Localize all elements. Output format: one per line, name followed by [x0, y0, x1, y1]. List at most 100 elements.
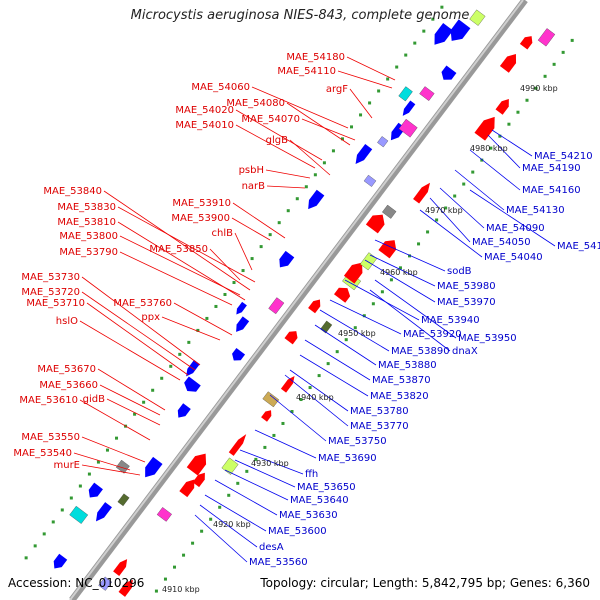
right-gene-label: MAE_53920	[403, 329, 462, 340]
right-gene-label: MAE_53880	[378, 360, 437, 371]
gene-box	[419, 86, 435, 101]
leader-line	[439, 187, 485, 229]
left-gene-label: hslO	[56, 316, 78, 327]
left-gene-label: MAE_54110	[277, 66, 336, 77]
gc-dot	[386, 77, 390, 81]
right-gene-label: MAE_54190	[522, 163, 581, 174]
right-gene-label: MAE_53980	[437, 281, 496, 292]
gc-dot	[163, 577, 167, 581]
gc-dot	[462, 182, 466, 186]
gene-arrow	[95, 502, 112, 522]
leader-line	[301, 118, 356, 141]
left-gene-label: argF	[326, 84, 348, 95]
right-gene-label: MAE_54130	[506, 205, 565, 216]
gene-feature	[236, 316, 250, 332]
scale-marks: 4910 kbp 4920 kbp 4930 kbp 4940 kbp 4950 kbp…	[162, 84, 558, 594]
gene-arrow	[228, 434, 247, 456]
leader-line	[269, 394, 327, 442]
leader-line	[86, 302, 189, 376]
leader-line	[419, 209, 483, 258]
leader-line	[119, 251, 233, 306]
right-gene-label: MAE_53940	[421, 315, 480, 326]
gene-feature	[113, 559, 128, 576]
left-gene-label: MAE_53730	[21, 272, 80, 283]
gc-dot	[426, 230, 430, 234]
scale-mark-label: 4930 kbp	[251, 459, 289, 468]
gc-dot	[154, 589, 158, 593]
gene-feature	[308, 189, 325, 210]
gc-dot	[398, 266, 402, 270]
right-gene-label: MAE_54040	[484, 252, 543, 263]
leader-line	[469, 189, 556, 247]
gc-dot	[413, 41, 417, 45]
leader-line	[265, 169, 311, 179]
left-gene-label: MAE_53710	[26, 298, 85, 309]
gene-arrow	[88, 482, 103, 498]
leader-line	[97, 368, 166, 411]
gc-dot	[133, 412, 137, 416]
scale-mark-label: 4920 kbp	[213, 520, 251, 529]
gc-dot	[214, 304, 218, 308]
gene-feature	[334, 287, 351, 303]
right-gene-label: MAE_53890	[391, 346, 450, 357]
gc-dot	[281, 421, 285, 425]
gene-box	[469, 9, 486, 26]
leader-line	[369, 289, 451, 352]
left-gene-label: gidB	[83, 394, 105, 405]
gc-dot	[250, 257, 254, 261]
genome-summary: Topology: circular; Length: 5,842,795 bp…	[260, 576, 590, 590]
gc-dot	[173, 565, 177, 569]
right-gene-label: MAE_53600	[268, 526, 327, 537]
genome-backbone-highlight	[69, 0, 524, 600]
leader-line	[314, 324, 377, 366]
gene-box	[537, 28, 556, 47]
leader-line	[81, 464, 141, 476]
gc-dot	[218, 505, 222, 509]
gc-dot	[277, 221, 281, 225]
gene-arrow	[450, 19, 471, 41]
gc-dot	[236, 481, 240, 485]
gc-dot	[182, 553, 186, 557]
left-gene-label: MAE_53670	[37, 364, 96, 375]
gc-dot	[331, 149, 335, 153]
gene-arrow	[232, 347, 246, 361]
gc-dot	[286, 209, 290, 213]
gene-feature	[117, 493, 130, 507]
right-gene-label: MAE_53690	[318, 453, 377, 464]
gene-feature	[232, 347, 246, 361]
gene-feature	[363, 174, 377, 187]
gc-dot	[304, 185, 308, 189]
left-gene-label: MAE_54010	[175, 120, 234, 131]
gene-arrow	[118, 579, 133, 597]
gene-box	[363, 174, 377, 187]
gene-arrow	[519, 36, 533, 50]
gc-dot	[404, 53, 408, 57]
gene-feature	[474, 116, 495, 141]
right-gene-label: MAE_54050	[472, 237, 531, 248]
leader-line	[369, 254, 436, 287]
gene-arrow	[145, 456, 163, 478]
gene-feature	[355, 143, 373, 165]
leader-line	[487, 134, 521, 169]
gene-feature	[419, 86, 435, 101]
gc-dot	[151, 388, 155, 392]
gc-dot	[115, 436, 119, 440]
gc-dot	[389, 278, 393, 282]
right-gene-label: MAE_54210	[534, 151, 593, 162]
leader-line	[81, 276, 201, 366]
gene-box	[320, 320, 333, 334]
leader-line	[284, 374, 349, 427]
left-gene-label: MAE_53900	[171, 213, 230, 224]
leader-line	[99, 384, 161, 416]
gene-arrow	[474, 116, 495, 141]
gene-feature	[279, 250, 295, 268]
left-gene-label: MAE_53800	[59, 231, 118, 242]
gc-dot	[498, 134, 502, 138]
leader-line	[199, 504, 258, 548]
gene-arrow	[499, 54, 517, 73]
gc-dot	[525, 98, 529, 102]
left-gene-label: MAE_54060	[191, 82, 250, 93]
gc-dot	[232, 281, 236, 285]
gc-dot	[254, 457, 258, 461]
